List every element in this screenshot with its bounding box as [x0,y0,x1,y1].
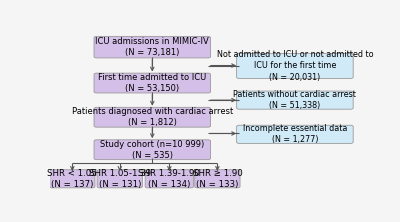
FancyBboxPatch shape [237,91,353,109]
FancyBboxPatch shape [237,54,353,78]
FancyBboxPatch shape [195,170,240,188]
Text: Study cohort (n=10 999)
(N = 535): Study cohort (n=10 999) (N = 535) [100,140,204,160]
Text: SHR < 1.05
(N = 137): SHR < 1.05 (N = 137) [48,169,97,189]
Text: Not admitted to ICU or not admitted to
ICU for the first time
(N = 20,031): Not admitted to ICU or not admitted to I… [216,50,373,81]
FancyBboxPatch shape [94,140,210,160]
Text: SHR 1.05-1.39
(N = 131): SHR 1.05-1.39 (N = 131) [89,169,151,189]
FancyBboxPatch shape [97,170,142,188]
FancyBboxPatch shape [237,125,353,143]
Text: ICU admissions in MIMIC-IV
(N = 73,181): ICU admissions in MIMIC-IV (N = 73,181) [96,37,209,57]
FancyBboxPatch shape [94,73,210,93]
FancyBboxPatch shape [94,107,210,127]
Text: Incomplete essential data
(N = 1,277): Incomplete essential data (N = 1,277) [243,124,347,144]
Text: SHR 1.39-1.90
(N = 134): SHR 1.39-1.90 (N = 134) [138,169,200,189]
FancyBboxPatch shape [145,170,194,188]
Text: First time admitted to ICU
(N = 53,150): First time admitted to ICU (N = 53,150) [98,73,206,93]
FancyBboxPatch shape [94,36,210,58]
Text: SHR ≥ 1.90
(N = 133): SHR ≥ 1.90 (N = 133) [192,169,242,189]
Text: Patients diagnosed with cardiac arrest
(N = 1,812): Patients diagnosed with cardiac arrest (… [72,107,233,127]
FancyBboxPatch shape [50,170,95,188]
Text: Patients without cardiac arrest
(N = 51,338): Patients without cardiac arrest (N = 51,… [234,90,356,110]
